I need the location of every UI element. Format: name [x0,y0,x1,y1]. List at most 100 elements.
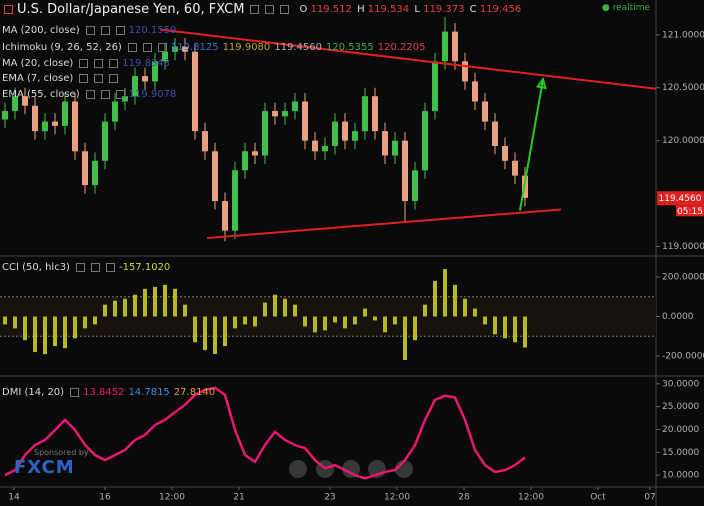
cci-bar [253,316,257,327]
x-tick-label: 21 [233,493,244,503]
cci-bar [393,316,397,325]
candle-body [112,101,118,122]
indicator-row: Ichimoku (9, 26, 52, 26) 119.8125 119.9080… [2,42,425,53]
panel-label: DMI (14, 20) [2,387,65,398]
panel-value: 27.8140 [173,387,216,398]
icon[interactable] [280,5,290,14]
cci-bar [3,316,7,325]
icon[interactable] [115,90,125,99]
icon[interactable] [85,90,95,99]
y-tick-label: 20.0000 [662,425,699,435]
icon[interactable] [100,90,110,99]
nav-button[interactable] [342,460,360,478]
ohlc-value: 119.456 [479,4,522,15]
indicator-value: 120.2205 [377,42,426,53]
candle-body [392,140,398,156]
candle-body [232,170,238,231]
icon[interactable] [75,263,85,272]
countdown-label: 05:15 [677,207,703,217]
cci-bar [473,308,477,317]
sponsor-text: Sponsored by [34,448,89,457]
nav-button[interactable] [289,460,307,478]
cci-bar [303,316,307,327]
icon[interactable] [79,59,89,68]
sponsor-logo: Sponsored by FXCM [14,448,89,478]
cci-bar [433,280,437,317]
cci-bar [263,302,267,317]
realtime-status: ● realtime [601,3,650,13]
candle-body [482,101,488,122]
cci-bar [13,316,17,329]
candle-body [382,131,388,156]
y-tick-label: 30.0000 [662,379,699,389]
icon[interactable] [265,5,275,14]
y-tick-label: -200.0000 [662,352,704,362]
icon[interactable] [109,74,119,83]
symbol-icon [4,5,13,14]
x-tick-label: 23 [324,493,335,503]
cci-bar [143,288,147,317]
candle-body [312,140,318,152]
icon[interactable] [157,43,167,52]
candle-body [22,96,28,106]
cci-bar [53,316,57,347]
candle-body [12,96,18,112]
candle-body [422,111,428,171]
indicator-value: 119.8343 [122,58,171,69]
cci-bar [373,316,377,321]
ohlc-key: O [299,4,308,15]
indicator-value: 120.1559 [128,25,177,36]
icon[interactable] [115,26,125,35]
candle-body [102,121,108,161]
panel-header: CCI (50, hlc3) -157.1020 [2,262,170,273]
icon[interactable] [105,263,115,272]
trendline [159,28,657,90]
icon[interactable] [127,43,137,52]
cci-bar [93,316,97,325]
x-tick-label: 12:00 [518,493,544,503]
ohlc-value: 119.512 [310,4,352,15]
icon[interactable] [85,26,95,35]
candle-body [372,96,378,132]
icon[interactable] [109,59,119,68]
ohlc-key: L [414,4,420,15]
candle-body [92,160,98,186]
candle-body [512,160,518,176]
cci-bar [203,316,207,351]
last-price-label: 119.4560 [659,194,702,204]
icon[interactable] [70,388,80,397]
y-tick-label: 10.0000 [662,471,699,481]
candle-body [332,121,338,146]
indicator-row: MA (20, close) 119.8343 [2,58,170,69]
icon[interactable] [94,59,104,68]
icon[interactable] [94,74,104,83]
indicator-value: 119.4560 [274,42,322,53]
icon[interactable] [100,26,110,35]
y-tick-label: 121.0000 [662,30,704,40]
indicator-row: EMA (7, close) [2,73,119,84]
cci-bar [313,316,317,333]
indicator-label: MA (20, close) [2,58,74,69]
icon[interactable] [79,74,89,83]
candle-body [472,81,478,102]
y-tick-label: 15.0000 [662,448,699,458]
panel-header: DMI (14, 20) 13.8452 14.7815 27.8140 [2,387,215,398]
main-header: U.S. Dollar/Japanese Yen, 60, FXCM O 119… [2,2,523,17]
candle-body [182,46,188,52]
y-tick-label: 0.0000 [662,312,694,322]
cci-bar [223,316,227,347]
icon[interactable] [90,263,100,272]
cci-bar [483,316,487,325]
icon[interactable] [250,5,260,14]
candle-body [62,101,68,126]
cci-bar [23,316,27,341]
candle-body [192,51,198,132]
candle-body [302,101,308,141]
icon[interactable] [142,43,152,52]
x-tick-label: 07 [644,493,655,503]
ohlc-key: C [469,4,477,15]
candle-body [172,46,178,52]
candle-body [42,121,48,132]
cci-bar [243,316,247,325]
